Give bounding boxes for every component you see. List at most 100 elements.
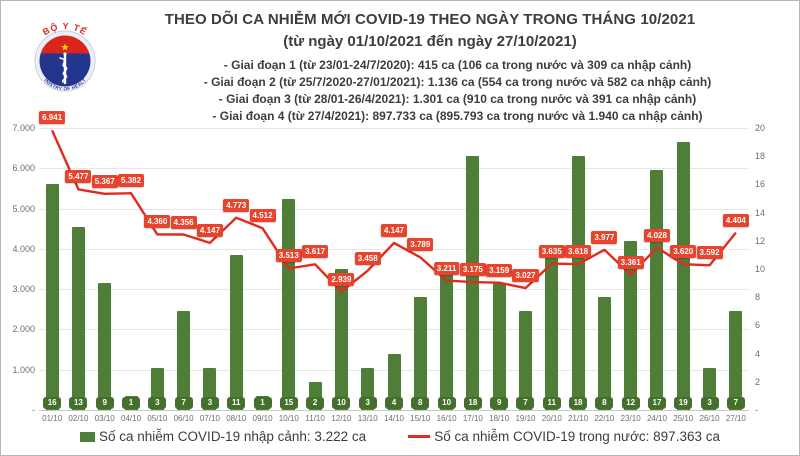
chart-title: THEO DÕI CA NHIỄM MỚI COVID-19 THEO NGÀY… <box>164 11 696 28</box>
svg-text:BỘ Y TẾ: BỘ Y TẾ <box>41 21 89 37</box>
bar-series-swatch <box>80 431 96 442</box>
gridline <box>39 329 749 331</box>
bar-value-label: 18 <box>463 397 482 409</box>
x-axis-label: 25/10 <box>673 414 694 423</box>
line-value-label: 3.175 <box>459 263 486 277</box>
x-axis-label: 19/10 <box>515 414 536 423</box>
line-value-label: 4.356 <box>170 215 197 229</box>
x-axis-label: 24/10 <box>646 414 667 423</box>
x-axis-label: 21/10 <box>568 414 589 423</box>
bar-value-label: 18 <box>569 397 588 409</box>
logo-top-text: BỘ Y TẾ <box>41 21 88 37</box>
y-axis-tick-right: 6 <box>755 320 761 331</box>
bar-imported-cases <box>229 254 243 410</box>
line-value-label: 3.635 <box>538 244 565 258</box>
gridline <box>39 248 749 250</box>
x-axis-label: 20/10 <box>541 414 562 423</box>
line-value-label: 4.028 <box>643 228 670 242</box>
bar-imported-cases <box>676 142 690 410</box>
line-value-label: 2.939 <box>328 272 355 286</box>
y-axis-tick-left: 3.000 <box>12 284 35 295</box>
line-value-label: 4.773 <box>223 198 250 212</box>
legend-item-imported: Số ca nhiễm COVID-19 nhập cảnh: 3.222 ca <box>80 429 366 444</box>
line-value-label: 5.382 <box>118 174 145 188</box>
phase-notes: - Giai đoạn 1 (từ 23/01-24/7/2020): 415 … <box>121 57 794 125</box>
legend-label-domestic: Số ca nhiễm COVID-19 trong nước: 897.363… <box>434 429 720 444</box>
bar-value-label: 8 <box>595 397 614 409</box>
bar-value-label: 10 <box>437 397 456 409</box>
x-axis-label: 04/10 <box>121 414 142 423</box>
y-axis-tick-left: 2.000 <box>12 324 35 335</box>
bar-imported-cases <box>492 283 506 410</box>
line-value-label: 4.512 <box>249 209 276 223</box>
bar-imported-cases <box>177 311 191 410</box>
logo-flag <box>39 35 91 54</box>
bar-imported-cases <box>282 198 296 410</box>
bar-value-label: 12 <box>621 397 640 409</box>
line-value-label: 3.027 <box>512 269 539 283</box>
bar-value-label: 11 <box>227 397 246 409</box>
x-axis-label: 23/10 <box>620 414 641 423</box>
gridline <box>39 168 749 170</box>
phase-note-1: - Giai đoạn 1 (từ 23/01-24/7/2020): 415 … <box>223 58 692 72</box>
bar-value-label: 3 <box>358 397 377 409</box>
x-axis-label: 03/10 <box>94 414 115 423</box>
bar-value-label: 13 <box>69 397 88 409</box>
bar-imported-cases <box>440 269 454 410</box>
bar-imported-cases <box>545 254 559 410</box>
line-value-label: 3.211 <box>433 261 460 275</box>
bar-value-label: 3 <box>700 397 719 409</box>
line-value-label: 3.977 <box>591 230 618 244</box>
line-value-label: 4.360 <box>144 215 171 229</box>
bar-imported-cases <box>334 269 348 410</box>
y-axis-tick-right: 16 <box>755 179 766 190</box>
line-value-label: 3.159 <box>486 263 513 277</box>
gridline <box>39 208 749 210</box>
x-axis-label: 09/10 <box>252 414 273 423</box>
line-value-label: 3.617 <box>302 245 329 259</box>
y-axis-tick-left: - <box>32 405 35 415</box>
bar-value-label: 11 <box>542 397 561 409</box>
y-axis-tick-right: 4 <box>755 348 761 359</box>
gridline <box>39 289 749 291</box>
x-axis-label: 07/10 <box>199 414 220 423</box>
y-axis-tick-right: 18 <box>755 151 766 162</box>
phase-note-3: - Giai đoạn 3 (từ 28/01-26/4/2021): 1.30… <box>218 92 697 106</box>
bar-value-label: 4 <box>385 397 403 409</box>
bar-value-label: 2 <box>306 397 325 409</box>
bar-imported-cases <box>466 156 480 410</box>
y-axis-tick-left: 5.000 <box>12 203 35 214</box>
bar-value-label: 3 <box>148 397 167 409</box>
bar-value-label: 15 <box>279 397 298 409</box>
line-value-label: 3.789 <box>407 238 434 252</box>
y-axis-tick-right: 20 <box>755 123 766 133</box>
bar-value-label: 1 <box>122 397 141 409</box>
bar-imported-cases <box>413 297 427 410</box>
x-axis-label: 08/10 <box>226 414 247 423</box>
bar-value-label: 10 <box>332 397 351 409</box>
line-series-swatch <box>408 435 431 438</box>
bar-imported-cases <box>387 353 401 410</box>
x-axis-line <box>39 410 749 411</box>
bar-value-label: 1 <box>253 397 272 409</box>
x-axis-label: 18/10 <box>489 414 510 423</box>
x-axis-label: 05/10 <box>147 414 168 423</box>
x-axis-label: 15/10 <box>410 414 431 423</box>
bar-value-label: 17 <box>647 397 666 409</box>
y-axis-tick-right: 8 <box>755 292 761 303</box>
legend-item-domestic: Số ca nhiễm COVID-19 trong nước: 897.363… <box>408 429 720 444</box>
line-value-label: 3.361 <box>617 255 644 269</box>
bar-value-label: 8 <box>411 397 430 409</box>
y-axis-tick-left: 6.000 <box>12 163 35 174</box>
line-value-label: 4.147 <box>196 223 223 237</box>
x-axis-label: 06/10 <box>173 414 194 423</box>
x-axis-label: 14/10 <box>383 414 405 423</box>
bar-value-label: 9 <box>490 397 509 409</box>
bar-imported-cases <box>98 283 112 410</box>
caduceus-icon <box>59 52 68 85</box>
x-axis-label: 01/10 <box>42 414 63 423</box>
x-axis-label: 10/10 <box>278 414 299 423</box>
y-axis-tick-right: - <box>755 405 758 415</box>
line-value-label: 3.592 <box>696 246 723 260</box>
